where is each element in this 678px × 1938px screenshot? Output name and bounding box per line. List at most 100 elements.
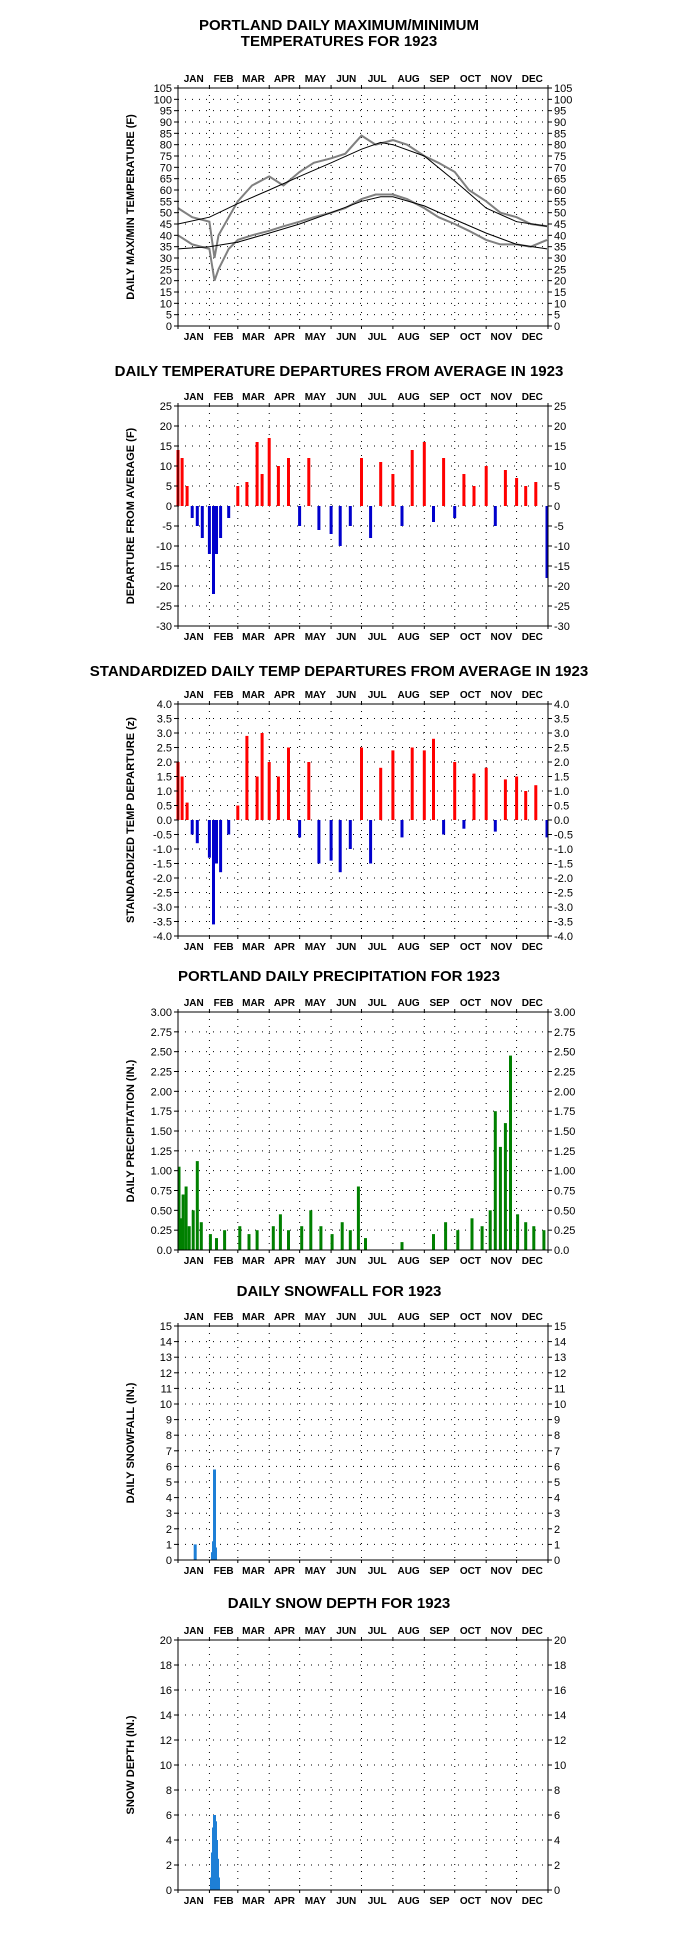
month-label-top: APR bbox=[274, 1312, 296, 1323]
bar bbox=[422, 750, 426, 820]
month-label-bottom: APR bbox=[274, 1566, 296, 1577]
y-tick-label-left: 16 bbox=[160, 1685, 172, 1697]
bar bbox=[300, 1226, 304, 1250]
bar bbox=[179, 1218, 183, 1250]
y-tick-label-right: 35 bbox=[554, 242, 566, 254]
y-tick-label-right: 20 bbox=[554, 276, 566, 288]
month-label-top: NOV bbox=[491, 690, 513, 701]
month-label-bottom: FEB bbox=[214, 332, 234, 343]
y-tick-label-right: -25 bbox=[554, 601, 570, 613]
month-label-top: AUG bbox=[397, 392, 419, 403]
y-tick-label-right: 0.5 bbox=[554, 801, 569, 813]
y-tick-label-left: 0.0 bbox=[157, 815, 172, 827]
month-label-top: NOV bbox=[491, 74, 513, 85]
y-tick-label-right: 2.75 bbox=[554, 1027, 575, 1039]
y-tick-label-left: 15 bbox=[160, 287, 172, 299]
month-label-bottom: MAY bbox=[305, 332, 327, 343]
month-label-bottom: AUG bbox=[397, 942, 419, 953]
y-tick-label-right: 45 bbox=[554, 219, 566, 231]
bar bbox=[214, 1547, 217, 1560]
y-tick-label-right: 2.0 bbox=[554, 757, 569, 769]
y-tick-label-left: 4 bbox=[166, 1493, 172, 1505]
y-tick-label-left: 0.25 bbox=[151, 1225, 172, 1237]
y-tick-label-left: 14 bbox=[160, 1710, 172, 1722]
bar bbox=[247, 1234, 251, 1250]
bar bbox=[219, 820, 223, 873]
y-tick-label-right: 20 bbox=[554, 1635, 566, 1647]
bar bbox=[360, 458, 363, 506]
month-label-bottom: NOV bbox=[491, 1896, 513, 1907]
chart-title-line: PORTLAND DAILY PRECIPITATION FOR 1923 bbox=[178, 968, 500, 985]
month-label-bottom: AUG bbox=[397, 632, 419, 643]
bar bbox=[442, 458, 446, 506]
y-tick-label-left: 15 bbox=[160, 441, 172, 453]
y-tick-label-right: 30 bbox=[554, 253, 566, 265]
month-label-bottom: MAR bbox=[242, 332, 266, 343]
y-tick-label-right: 15 bbox=[554, 287, 566, 299]
y-tick-label-left: 2.00 bbox=[151, 1086, 172, 1098]
month-label-bottom: MAR bbox=[242, 1256, 266, 1267]
bar bbox=[317, 820, 321, 864]
month-label-top: JUL bbox=[368, 74, 387, 85]
y-tick-label-right: 8 bbox=[554, 1430, 560, 1442]
bar bbox=[260, 474, 264, 506]
chart-title-3: STANDARDIZED DAILY TEMP DEPARTURES FROM … bbox=[0, 664, 678, 680]
bar bbox=[534, 482, 538, 506]
y-tick-label-left: -3.0 bbox=[153, 902, 172, 914]
y-tick-label-left: -15 bbox=[156, 561, 172, 573]
plot-frame bbox=[177, 87, 549, 327]
month-label-top: MAY bbox=[305, 1626, 327, 1637]
bar bbox=[480, 1226, 484, 1250]
y-tick-label-left: 8 bbox=[166, 1430, 172, 1442]
chart-title-6: DAILY SNOW DEPTH FOR 1923 bbox=[0, 1596, 678, 1612]
y-tick-label-right: 9 bbox=[554, 1415, 560, 1427]
y-tick-label-right: 25 bbox=[554, 401, 566, 413]
month-label-bottom: MAY bbox=[305, 1896, 327, 1907]
month-label-bottom: SEP bbox=[430, 332, 450, 343]
bar bbox=[488, 1210, 492, 1250]
y-tick-label-right: -10 bbox=[554, 541, 570, 553]
month-label-top: SEP bbox=[430, 74, 450, 85]
bar bbox=[410, 450, 414, 506]
bar bbox=[245, 735, 249, 820]
bar bbox=[180, 458, 184, 506]
bar bbox=[255, 776, 259, 820]
y-tick-label-left: 15 bbox=[160, 1321, 172, 1333]
y-tick-label-left: 4 bbox=[166, 1835, 172, 1847]
y-tick-label-left: 50 bbox=[160, 208, 172, 220]
y-tick-label-right: 85 bbox=[554, 128, 566, 140]
bar bbox=[227, 506, 231, 518]
chart-title-line: STANDARDIZED DAILY TEMP DEPARTURES FROM … bbox=[89, 663, 589, 680]
y-tick-label-right: 10 bbox=[554, 1399, 566, 1411]
month-label-top: MAY bbox=[305, 998, 327, 1009]
y-tick-label-right: 4 bbox=[554, 1835, 560, 1847]
month-label-top: APR bbox=[274, 392, 296, 403]
y-tick-label-right: -2.5 bbox=[554, 888, 573, 900]
month-label-top: DEC bbox=[522, 74, 543, 85]
bar bbox=[484, 466, 488, 506]
y-tick-label-right: 2.5 bbox=[554, 743, 569, 755]
month-label-top: AUG bbox=[397, 998, 419, 1009]
y-tick-label-right: 15 bbox=[554, 441, 566, 453]
month-label-bottom: JAN bbox=[184, 1896, 204, 1907]
month-label-bottom: OCT bbox=[460, 1566, 481, 1577]
y-tick-label-left: 11 bbox=[161, 1383, 172, 1395]
y-tick-label-right: 3.00 bbox=[554, 1007, 575, 1019]
y-tick-label-right: 0 bbox=[554, 501, 560, 513]
y-tick-label-right: 40 bbox=[554, 230, 566, 242]
month-label-bottom: DEC bbox=[522, 1566, 543, 1577]
bar bbox=[217, 1877, 220, 1890]
month-label-bottom: SEP bbox=[430, 1566, 450, 1577]
bar bbox=[545, 820, 549, 838]
y-tick-label-left: 1 bbox=[166, 1539, 172, 1551]
y-tick-label-left: 20 bbox=[160, 276, 172, 288]
y-tick-label-left: 2.50 bbox=[151, 1047, 172, 1059]
bar bbox=[193, 1544, 197, 1560]
y-tick-label-left: -10 bbox=[156, 541, 172, 553]
bar bbox=[360, 747, 363, 820]
month-label-bottom: JUN bbox=[336, 632, 356, 643]
y-tick-label-left: -2.0 bbox=[153, 873, 172, 885]
month-label-bottom: JUN bbox=[336, 1896, 356, 1907]
bar bbox=[287, 1230, 290, 1250]
